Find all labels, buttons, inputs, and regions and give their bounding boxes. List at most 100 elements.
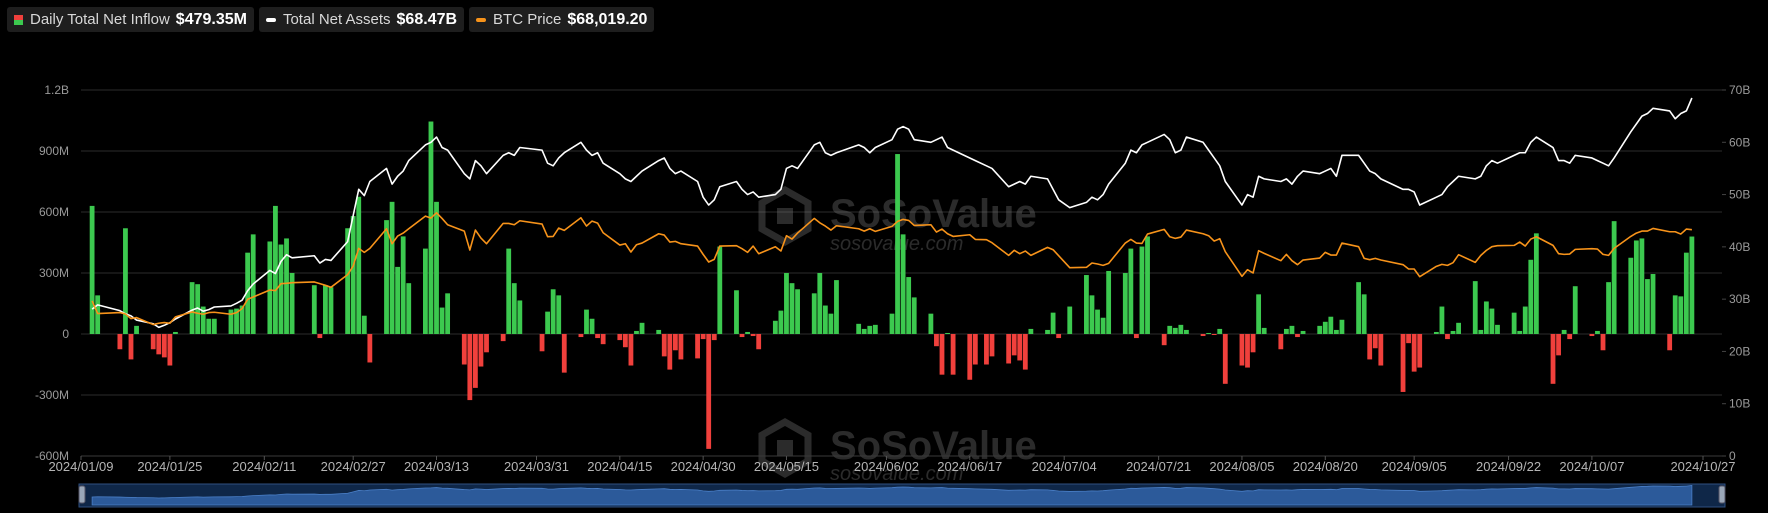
y-tick-label: 600M [39,205,69,219]
bar [1411,334,1417,372]
bar [1567,334,1573,340]
line [91,211,1692,326]
legend-item[interactable]: BTC Price $68,019.20 [469,7,655,32]
bar [750,334,756,337]
bar [1322,321,1328,334]
x-tick-label: 2024/07/04 [1032,459,1097,474]
bar [872,324,878,334]
bar [1028,328,1034,334]
bar [1145,236,1150,334]
bar [1211,334,1217,336]
bar [1639,238,1645,334]
bar [1433,331,1439,334]
bar [934,334,939,347]
bar [1161,334,1167,346]
bar [595,334,600,339]
y2-tick-label: 60B [1729,135,1750,149]
legend-value: $68.47B [396,10,458,28]
bar [1406,334,1411,344]
legend-item[interactable]: Daily Total Net Inflow $479.35M [7,7,254,32]
bar [478,334,484,367]
bar [1550,334,1556,384]
bar [1239,334,1245,366]
y-tick-label: -600M [35,449,69,463]
bar [1122,273,1128,334]
bar [561,334,567,373]
navigator-handle[interactable] [78,485,86,504]
bar [1250,334,1256,353]
x-tick-label: 2024/05/15 [754,459,819,474]
watermark-brand: SoSoValue [830,424,1037,468]
bar [284,238,289,334]
x-tick-label: 2024/08/05 [1209,459,1274,474]
bar [434,201,439,334]
bar [95,295,101,334]
bar [717,246,723,334]
x-tick-label: 2024/04/15 [587,459,652,474]
bar [656,329,662,334]
x-tick-label: 2024/01/09 [48,459,113,474]
legend-label: BTC Price [493,11,562,28]
bar [500,334,506,342]
bar [834,280,839,334]
bar [1172,327,1178,334]
bar [895,154,900,334]
bar [1100,317,1106,334]
bar [1106,270,1112,334]
bar [467,334,473,401]
navigator-handle[interactable] [1718,485,1726,504]
bar [1167,325,1173,334]
bar [600,334,606,345]
bar [1611,221,1617,334]
bar [1339,319,1345,334]
bar [150,334,156,350]
bar [1689,236,1695,334]
bar [1667,334,1673,351]
bar [1445,334,1450,340]
bar [856,323,862,334]
bar [1050,312,1056,334]
legend-icon [476,17,487,22]
bar [906,277,912,334]
bar [195,284,201,334]
bar [811,293,817,334]
bar [1650,274,1656,334]
bar [1084,275,1089,334]
x-tick-label: 2024/08/20 [1293,459,1358,474]
legend-label: Total Net Assets [282,11,391,28]
bar [406,283,412,334]
bar [1011,334,1017,356]
bar [1295,334,1300,338]
x-tick-label: 2024/02/11 [232,459,296,474]
watermark-logo [758,185,812,247]
bar [1372,334,1378,349]
bar [173,331,178,334]
x-tick-label: 2024/01/25 [137,459,202,474]
bar [395,266,401,334]
bar [1317,325,1323,334]
bar [939,334,945,375]
line [91,97,1693,329]
bar [361,315,367,334]
bar [189,282,195,334]
bar [134,325,139,334]
bar [900,234,906,334]
bar [695,334,700,359]
bar [323,285,328,334]
bar [617,334,623,341]
bar [167,334,173,366]
legend-item[interactable]: Total Net Assets $68.47B [258,7,465,32]
bar [1328,316,1334,334]
bar [1456,322,1461,334]
bar [1572,286,1578,334]
bar [1095,309,1100,334]
bar [156,334,162,355]
bar [367,334,373,363]
bar [1289,325,1295,334]
bar [1222,334,1228,384]
bar [1450,330,1456,334]
bar [1200,334,1206,337]
bar [206,318,212,334]
bar [950,334,956,375]
bar [1278,334,1284,350]
